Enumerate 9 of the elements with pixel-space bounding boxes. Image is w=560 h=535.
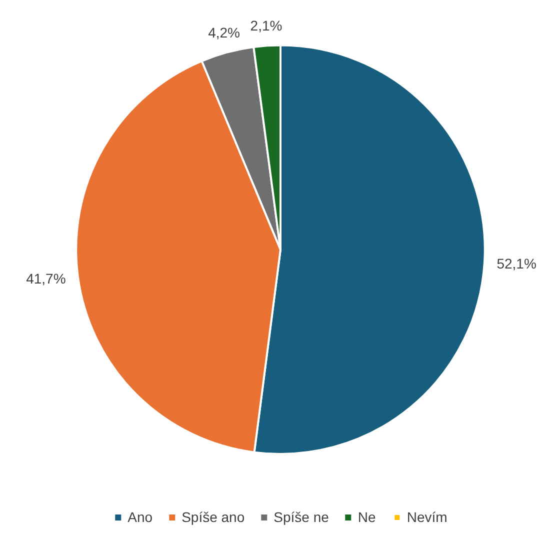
legend-label: Nevím <box>406 509 448 525</box>
legend-label: Spíše ano <box>182 509 245 525</box>
data-label: 41,7% <box>26 270 66 286</box>
legend-label: Ne <box>358 509 377 525</box>
legend-label: Ano <box>128 509 153 525</box>
legend-label: Spíše ne <box>274 509 329 525</box>
data-label: 52,1% <box>496 256 536 272</box>
data-label: 2,1% <box>250 18 282 34</box>
data-label: 4,2% <box>208 24 240 41</box>
